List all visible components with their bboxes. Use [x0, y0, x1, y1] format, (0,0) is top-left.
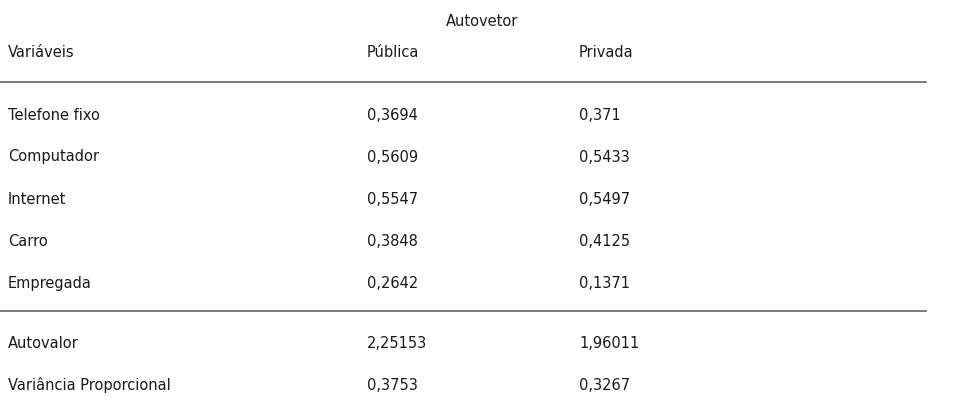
- Text: Computador: Computador: [8, 150, 98, 164]
- Text: Privada: Privada: [579, 44, 634, 60]
- Text: Autovetor: Autovetor: [446, 14, 519, 30]
- Text: 0,2642: 0,2642: [367, 275, 418, 291]
- Text: 0,3267: 0,3267: [579, 377, 630, 393]
- Text: 0,371: 0,371: [579, 108, 620, 122]
- Text: Internet: Internet: [8, 192, 66, 206]
- Text: Variância Proporcional: Variância Proporcional: [8, 377, 171, 393]
- Text: Autovalor: Autovalor: [8, 335, 78, 351]
- Text: 0,5609: 0,5609: [367, 150, 418, 164]
- Text: 0,1371: 0,1371: [579, 275, 630, 291]
- Text: 0,5433: 0,5433: [579, 150, 630, 164]
- Text: Empregada: Empregada: [8, 275, 92, 291]
- Text: 2,25153: 2,25153: [367, 335, 427, 351]
- Text: Carro: Carro: [8, 233, 47, 249]
- Text: 0,3848: 0,3848: [367, 233, 418, 249]
- Text: 0,3753: 0,3753: [367, 377, 418, 393]
- Text: 0,5547: 0,5547: [367, 192, 418, 206]
- Text: 0,3694: 0,3694: [367, 108, 418, 122]
- Text: 0,5497: 0,5497: [579, 192, 630, 206]
- Text: Variáveis: Variáveis: [8, 44, 74, 60]
- Text: 1,96011: 1,96011: [579, 335, 639, 351]
- Text: Pública: Pública: [367, 44, 419, 60]
- Text: Telefone fixo: Telefone fixo: [8, 108, 99, 122]
- Text: 0,4125: 0,4125: [579, 233, 630, 249]
